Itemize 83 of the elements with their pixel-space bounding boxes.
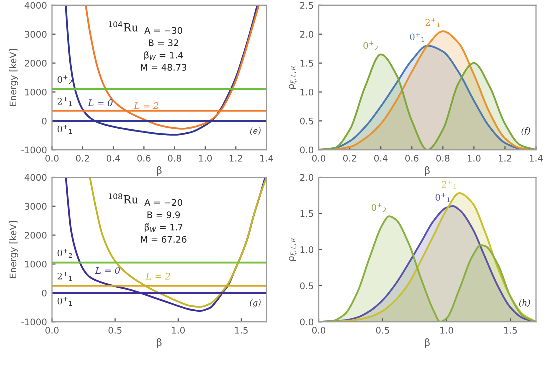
x-tick-label: 1.0 <box>199 155 212 162</box>
x-tick-label: 0.2 <box>343 155 356 162</box>
y-tick-label: 0 <box>42 118 47 125</box>
annotation: 0$^{+}$$_{1}$ <box>58 297 72 306</box>
y-tick-label: 3000 <box>25 31 47 38</box>
annotation: 2$^{+}$$_{1}$ <box>58 272 72 282</box>
y-tick-label: -1000 <box>22 318 47 326</box>
annotation: $^{108}$Ru <box>108 194 138 204</box>
series-label: 0$^{+}$$_{1}$ <box>436 193 450 202</box>
annotation: A = −30 <box>144 27 182 34</box>
x-tick-label: 0.8 <box>436 155 450 162</box>
annotation: A = −20 <box>144 199 182 206</box>
series-label: 0$^{+}$$_{1}$ <box>410 32 425 42</box>
annotation: 0$^{+}$$_{2}$ <box>58 249 72 258</box>
x-tick-label: 1.5 <box>235 327 248 334</box>
x-tick-label: 0.6 <box>138 155 151 162</box>
y-tick-label: 1000 <box>25 260 47 268</box>
annotation: 0$^{+}$$_{1}$ <box>58 125 72 134</box>
x-tick-label: 0.0 <box>312 327 326 334</box>
y-tick-label: 1000 <box>25 88 47 96</box>
x-axis-title: β̃ <box>157 338 162 348</box>
x-axis-title: β̃ <box>157 166 162 176</box>
y-tick-label: 2000 <box>25 232 47 239</box>
x-tick-label: 0.4 <box>106 155 120 162</box>
annotation: (h) <box>519 300 530 308</box>
y-tick-label: 1.5 <box>300 60 314 67</box>
x-tick-label: 1.2 <box>499 155 512 162</box>
y-axis-title: Energy [keV] <box>10 221 18 278</box>
x-tick-label: 1.4 <box>530 155 543 162</box>
annotation: M = 48.73 <box>141 64 187 71</box>
series-label: L = 2 <box>146 273 170 280</box>
y-tick-label: 3000 <box>25 203 47 210</box>
y-tick-label: -1000 <box>22 146 47 154</box>
y-tick-label: 1.0 <box>300 246 314 254</box>
series-label: L = 2 <box>134 102 159 110</box>
x-tick-label: 1.4 <box>260 155 274 162</box>
x-tick-label: 1.5 <box>504 327 518 334</box>
y-tick-label: 0.5 <box>300 118 314 125</box>
y-tick-label: 0 <box>42 290 47 297</box>
x-tick-label: 1.0 <box>440 327 454 334</box>
annotation: (f) <box>522 128 530 136</box>
x-tick-label: 0.8 <box>168 155 182 162</box>
y-tick-label: 0.0 <box>300 146 314 154</box>
series-label: 0$^{+}$$_{2}$ <box>372 204 386 212</box>
annotation: B = 32 <box>149 40 178 46</box>
annotation: β̃$_{W}$ = 1.7 <box>144 224 183 233</box>
y-axis-title: ρ$_{ξ,L,R}$ <box>289 238 297 261</box>
y-tick-label: 2.0 <box>300 174 314 182</box>
x-tick-label: 1.0 <box>172 327 186 334</box>
y-axis-title: ρ$_{ξ,L,R}$ <box>289 66 297 89</box>
y-tick-label: 2.5 <box>300 2 314 10</box>
annotation: (e) <box>250 128 261 136</box>
x-tick-label: 0.4 <box>374 155 388 162</box>
annotation: (g) <box>250 299 261 308</box>
annotation: 2$^{+}$$_{1}$ <box>58 97 72 106</box>
annotation: M = 67.26 <box>141 236 187 244</box>
series-label: L = 0 <box>88 100 113 106</box>
y-tick-label: 2000 <box>25 60 47 67</box>
x-tick-label: 0.0 <box>312 155 326 162</box>
y-tick-label: 0.5 <box>300 282 314 290</box>
x-tick-label: 0.5 <box>108 327 122 334</box>
y-tick-label: 4000 <box>24 174 47 182</box>
annotation: B = 9.9 <box>148 212 180 218</box>
x-tick-label: 0.6 <box>406 155 419 162</box>
y-tick-label: 4000 <box>24 2 47 10</box>
y-tick-label: 1.5 <box>300 210 314 218</box>
series-label: 2$^{+}$$_{1}$ <box>426 18 440 28</box>
y-tick-label: 0.0 <box>300 318 314 326</box>
annotation: β̃$_{W}$ = 1.4 <box>144 52 184 61</box>
x-tick-label: 0.5 <box>376 327 390 334</box>
x-tick-label: 0.2 <box>76 155 90 162</box>
series-label: L = 0 <box>95 267 120 274</box>
series-label: 0$^{+}$$_{2}$ <box>364 42 378 51</box>
y-tick-label: 2.0 <box>300 31 314 38</box>
x-tick-label: 1.2 <box>230 155 242 162</box>
annotation: $^{104}$Ru <box>108 22 138 32</box>
x-axis-title: β̃ <box>425 166 430 176</box>
series-label: 2$^{+}$$_{1}$ <box>442 180 456 190</box>
y-axis-title: Energy [keV] <box>10 49 18 106</box>
y-tick-label: 1.0 <box>300 88 314 96</box>
x-axis-title: β̃ <box>425 338 430 348</box>
x-tick-label: 1.0 <box>468 155 481 162</box>
annotation: 0$^{+}$$_{2}$ <box>58 76 72 85</box>
